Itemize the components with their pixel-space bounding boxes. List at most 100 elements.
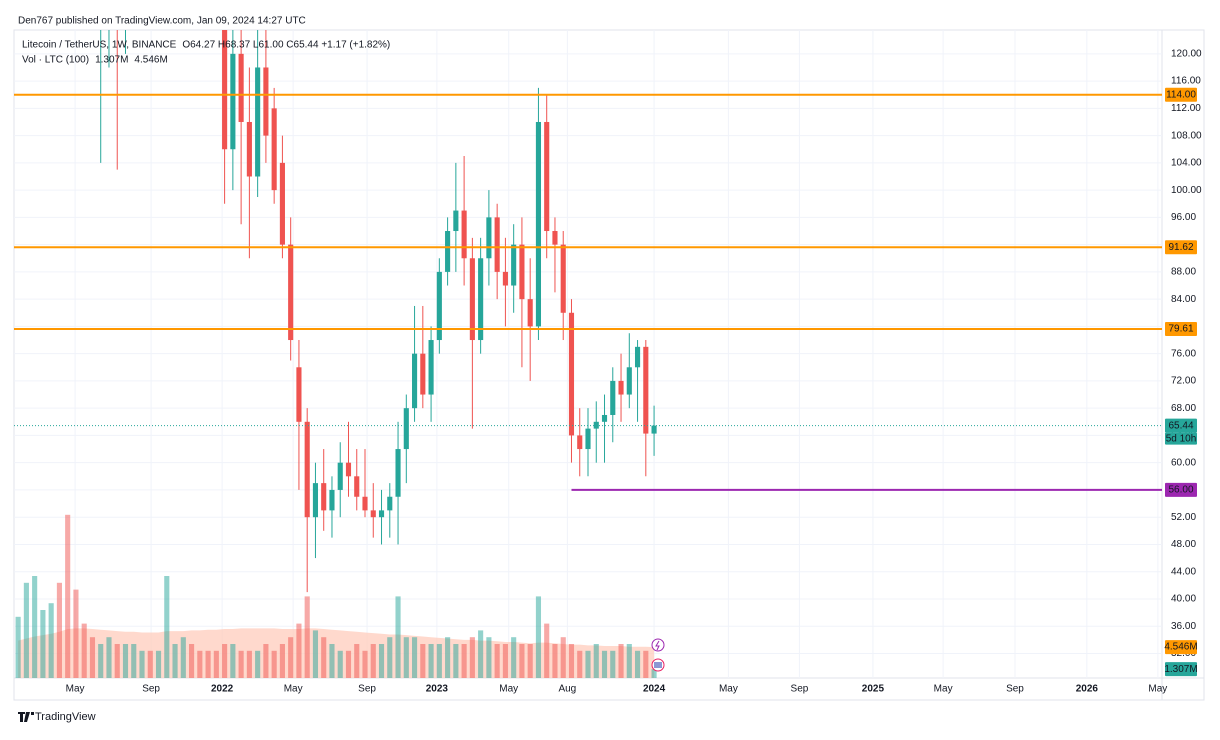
x-tick-label: May bbox=[934, 684, 953, 695]
candle-body bbox=[511, 244, 517, 286]
volume-bar bbox=[15, 616, 21, 678]
plot-area bbox=[14, 30, 1162, 678]
candle-body bbox=[634, 346, 641, 368]
candle-body bbox=[412, 353, 418, 409]
volume-bar bbox=[445, 637, 451, 678]
candle-body bbox=[568, 312, 575, 436]
volume-bar bbox=[568, 644, 575, 678]
candle-body bbox=[486, 217, 492, 259]
y-tick-label: 68.00 bbox=[1171, 403, 1196, 414]
x-tick-label: 2023 bbox=[426, 684, 449, 695]
candle-body bbox=[321, 483, 327, 511]
volume-bar bbox=[32, 576, 38, 678]
level-label-box bbox=[1165, 482, 1197, 497]
x-tick-label: Sep bbox=[142, 684, 160, 695]
candle-body bbox=[478, 258, 484, 341]
volume-bar bbox=[395, 596, 401, 678]
candle-body bbox=[255, 67, 261, 177]
legend-title: Litecoin / TetherUS, 1W, BINANCE bbox=[22, 40, 177, 51]
volume-bar bbox=[403, 637, 409, 678]
volume-bar bbox=[48, 603, 54, 678]
candle-body bbox=[453, 210, 459, 232]
x-tick-label: 2022 bbox=[211, 684, 234, 695]
candle-body bbox=[304, 421, 310, 518]
volume-bar bbox=[428, 644, 434, 678]
x-tick-label: 2026 bbox=[1076, 684, 1099, 695]
x-tick-label: 2025 bbox=[862, 684, 885, 695]
volume-bar bbox=[81, 623, 87, 678]
candle-body bbox=[651, 425, 657, 434]
volume-ma-axis-label: 4.546M bbox=[1164, 642, 1197, 653]
volume-bar bbox=[304, 596, 310, 678]
x-tick-label: Sep bbox=[791, 684, 809, 695]
candle-body bbox=[378, 510, 385, 518]
legend-volume: Vol · LTC (100) bbox=[22, 55, 89, 66]
volume-bar bbox=[230, 644, 236, 678]
volume-bar bbox=[329, 644, 335, 678]
y-tick-label: 48.00 bbox=[1171, 539, 1196, 550]
brand-logo bbox=[18, 712, 34, 722]
volume-bar bbox=[205, 650, 211, 678]
volume-bar bbox=[139, 650, 145, 678]
volume-bar bbox=[164, 576, 170, 678]
candle-body bbox=[246, 121, 252, 177]
y-tick-label: 52.00 bbox=[1171, 512, 1196, 523]
candle-body bbox=[461, 210, 467, 259]
candle-body bbox=[222, 30, 228, 150]
candle-body bbox=[420, 353, 426, 395]
candle-body bbox=[354, 476, 360, 497]
volume-bar bbox=[453, 644, 459, 678]
x-tick-label: May bbox=[1148, 684, 1167, 695]
volume-bar bbox=[651, 669, 657, 678]
y-tick-label: 44.00 bbox=[1171, 566, 1196, 577]
candle-body bbox=[279, 162, 285, 245]
volume-bar bbox=[271, 650, 277, 678]
level-label: 91.62 bbox=[1168, 242, 1193, 253]
volume-bar bbox=[511, 637, 517, 678]
volume-bar bbox=[296, 623, 302, 678]
volume-bar bbox=[106, 637, 112, 678]
candle-body bbox=[370, 510, 376, 518]
event-icon bbox=[651, 638, 665, 652]
volume-bar bbox=[56, 582, 62, 678]
y-tick-label: 36.00 bbox=[1171, 621, 1196, 632]
x-tick-label: May bbox=[719, 684, 738, 695]
level-label-box bbox=[1165, 240, 1197, 255]
x-tick-label: May bbox=[66, 684, 85, 695]
candle-body bbox=[552, 231, 558, 245]
candle-body bbox=[618, 380, 624, 395]
volume-bar bbox=[321, 637, 327, 678]
volume-bar bbox=[345, 650, 352, 678]
candle-body bbox=[643, 346, 649, 434]
candle-body bbox=[527, 299, 533, 327]
legend-volume-ma: 4.546M bbox=[134, 55, 167, 66]
volume-bar bbox=[560, 637, 566, 678]
volume-bar bbox=[337, 650, 343, 678]
volume-bar bbox=[618, 644, 624, 678]
overlay: 32.0036.0040.0044.0048.0052.0056.0060.00… bbox=[22, 40, 1202, 695]
volume-bar bbox=[577, 650, 583, 678]
volume-bar bbox=[65, 514, 71, 678]
candle-body bbox=[601, 414, 608, 422]
y-tick-label: 40.00 bbox=[1171, 594, 1196, 605]
candle-body bbox=[395, 449, 401, 497]
volume-axis-label-box bbox=[1165, 662, 1197, 677]
volume-bar bbox=[544, 623, 550, 678]
candle-body bbox=[387, 496, 393, 511]
volume-bar bbox=[189, 644, 195, 678]
y-tick-label: 76.00 bbox=[1171, 348, 1196, 359]
candle-body bbox=[626, 367, 632, 395]
x-tick-label: May bbox=[499, 684, 518, 695]
volume-axis-label: 1.307M bbox=[1164, 664, 1197, 675]
volume-bar bbox=[147, 650, 153, 678]
publisher: Den767 published on TradingView.com, Jan… bbox=[18, 16, 306, 27]
volume-bar bbox=[552, 644, 558, 678]
volume-bar bbox=[238, 650, 244, 678]
y-tick-label: 112.00 bbox=[1171, 103, 1201, 114]
volume-bar bbox=[263, 644, 269, 678]
volume-bar bbox=[610, 650, 616, 678]
candle-body bbox=[469, 258, 475, 341]
volume-bar bbox=[378, 644, 385, 678]
